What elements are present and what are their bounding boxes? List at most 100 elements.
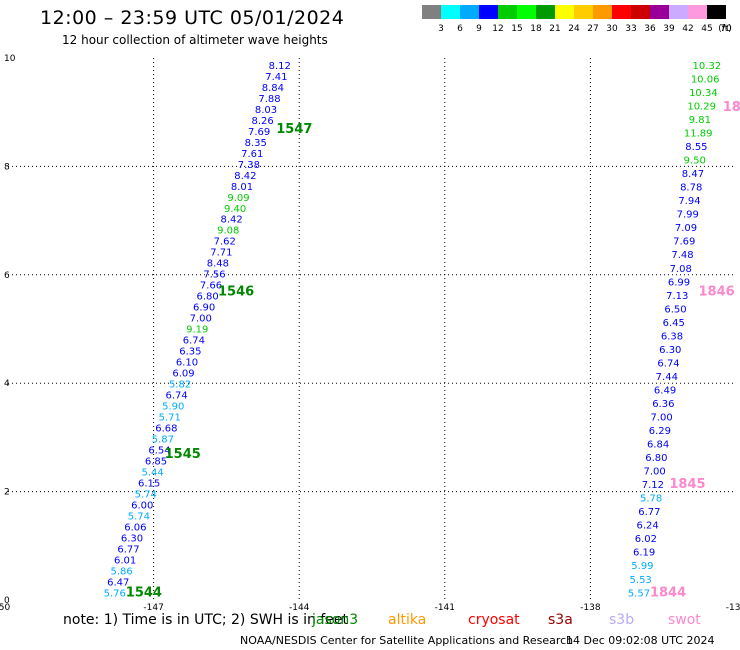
color-scale-label: 39 — [663, 24, 675, 33]
wave-height-value: 5.90 — [162, 402, 184, 413]
color-scale-label: 9 — [476, 24, 482, 33]
color-scale-legend: 3 6 9 12 15 18 21 24 27 30 33 36 39 42 45 70(ft) — [422, 5, 732, 33]
color-swatch — [422, 5, 441, 19]
wave-height-value: 9.81 — [689, 115, 711, 126]
wave-height-value: 7.62 — [214, 237, 236, 248]
wave-height-values: 5.766.475.866.016.776.306.065.746.005.74… — [104, 61, 722, 599]
wave-height-value: 5.86 — [111, 566, 133, 577]
wave-height-value: 7.09 — [675, 223, 697, 234]
color-scale-label: 33 — [625, 24, 636, 33]
wave-height-value: 10.34 — [689, 88, 718, 99]
wave-height-value: 7.71 — [210, 248, 232, 259]
wave-height-value: 7.94 — [678, 196, 700, 207]
color-scale-label: 42 — [682, 24, 693, 33]
wave-height-value: 6.54 — [148, 445, 170, 456]
color-scale-label: 3 — [438, 24, 444, 33]
wave-height-value: 6.06 — [124, 522, 146, 533]
wave-height-value: 5.71 — [159, 413, 181, 424]
color-swatch — [593, 5, 612, 19]
wave-height-value: 7.00 — [643, 467, 665, 478]
wave-height-value: 6.84 — [647, 440, 669, 451]
wave-height-value: 7.44 — [656, 372, 678, 383]
wave-height-value: 7.56 — [203, 270, 225, 281]
color-swatch — [555, 5, 574, 19]
color-scale-label: 18 — [530, 24, 542, 33]
wave-height-value: 10.32 — [693, 61, 722, 72]
mission-legend-item: swot — [668, 612, 701, 628]
wave-height-value: 8.35 — [245, 138, 267, 149]
wave-height-value: 6.74 — [166, 391, 188, 402]
wave-height-value: 7.00 — [650, 413, 672, 424]
pass-number-label: 1547 — [276, 122, 312, 137]
color-scale-label: 27 — [587, 24, 598, 33]
mission-legend-item: s3a — [548, 612, 573, 628]
wave-height-value: 6.29 — [649, 426, 671, 437]
wave-height-value: 6.24 — [637, 521, 659, 532]
color-swatch — [536, 5, 555, 19]
color-scale-label: 36 — [644, 24, 656, 33]
wave-height-value: 9.19 — [186, 325, 208, 336]
pass-number-label: 1846 — [698, 284, 734, 299]
x-tick-label: -147 — [143, 603, 163, 612]
wave-height-value: 5.78 — [640, 494, 662, 505]
wave-height-value: 6.90 — [193, 303, 215, 314]
wave-height-value: 6.68 — [155, 423, 177, 434]
color-swatch — [650, 5, 669, 19]
pass-labels: 1544 1545 1546 1547 1844 1845 1846 1847 — [126, 100, 740, 600]
color-swatch — [631, 5, 650, 19]
wave-height-value: 10.06 — [691, 74, 720, 85]
x-tick-label: -135 — [726, 603, 740, 612]
wave-height-chart: -150 -147 -144 -141 -138 -135 0 2 4 6 8 10 5.766.47… — [0, 54, 740, 612]
generation-timestamp: 14 Dec 09:02:08 UTC 2024 — [566, 634, 715, 647]
color-scale-label: 30 — [606, 24, 618, 33]
color-swatch — [612, 5, 631, 19]
wave-height-value: 6.30 — [659, 345, 681, 356]
wave-height-value: 5.76 — [104, 588, 126, 599]
y-tick-label: 2 — [4, 488, 10, 498]
mission-legend-item: cryosat — [468, 612, 520, 628]
wave-height-value: 6.35 — [179, 347, 201, 358]
wave-height-value: 8.48 — [207, 259, 229, 270]
wave-height-value: 6.15 — [138, 478, 160, 489]
wave-height-value: 7.38 — [238, 160, 260, 171]
wave-height-value: 6.45 — [663, 318, 685, 329]
y-tick-label: 0 — [4, 596, 10, 606]
wave-height-value: 8.12 — [269, 61, 291, 72]
pass-number-label: 1847 — [723, 100, 740, 115]
pass-number-label: 1844 — [650, 585, 686, 600]
color-scale-label: 24 — [568, 24, 580, 33]
y-tick-label: 4 — [4, 379, 10, 389]
wave-height-value: 9.40 — [224, 204, 246, 215]
wave-height-value: 10.29 — [687, 101, 716, 112]
color-scale-label: 21 — [549, 24, 560, 33]
wave-height-value: 6.77 — [638, 507, 660, 518]
x-tick-label: -138 — [580, 603, 601, 612]
page-subtitle: 12 hour collection of altimeter wave hei… — [62, 33, 328, 47]
axis-tick-labels: -150 -147 -144 -141 -138 -135 0 2 4 6 8 10 — [0, 54, 740, 612]
grid-lines — [8, 58, 736, 600]
wave-height-value: 8.84 — [262, 83, 284, 94]
wave-height-value: 7.08 — [670, 264, 692, 275]
color-scale-unit: (ft) — [718, 24, 732, 33]
color-swatch — [479, 5, 498, 19]
wave-height-value: 6.49 — [654, 385, 676, 396]
wave-height-value: 8.26 — [251, 116, 273, 127]
wave-height-value: 6.74 — [657, 358, 679, 369]
x-tick-label: -144 — [289, 603, 310, 612]
wave-height-value: 9.08 — [217, 226, 239, 237]
credit-line: NOAA/NESDIS Center for Satellite Applica… — [240, 634, 574, 647]
wave-height-value: 7.69 — [673, 237, 695, 248]
wave-height-value: 6.80 — [196, 292, 218, 303]
wave-height-value: 5.87 — [152, 434, 174, 445]
y-tick-label: 8 — [4, 162, 10, 172]
page-title: 12:00 – 23:59 UTC 05/01/2024 — [40, 7, 345, 29]
color-scale-label: 15 — [511, 24, 522, 33]
wave-height-value: 5.57 — [628, 588, 650, 599]
wave-height-value: 6.10 — [176, 358, 198, 369]
wave-height-value: 6.38 — [661, 331, 683, 342]
wave-height-value: 8.47 — [682, 169, 704, 180]
mission-legend-item: jason3 — [312, 612, 359, 628]
wave-height-value: 5.53 — [630, 575, 652, 586]
footer-note: note: 1) Time is in UTC; 2) SWH is in fe… — [63, 612, 349, 628]
color-swatch — [707, 5, 726, 19]
